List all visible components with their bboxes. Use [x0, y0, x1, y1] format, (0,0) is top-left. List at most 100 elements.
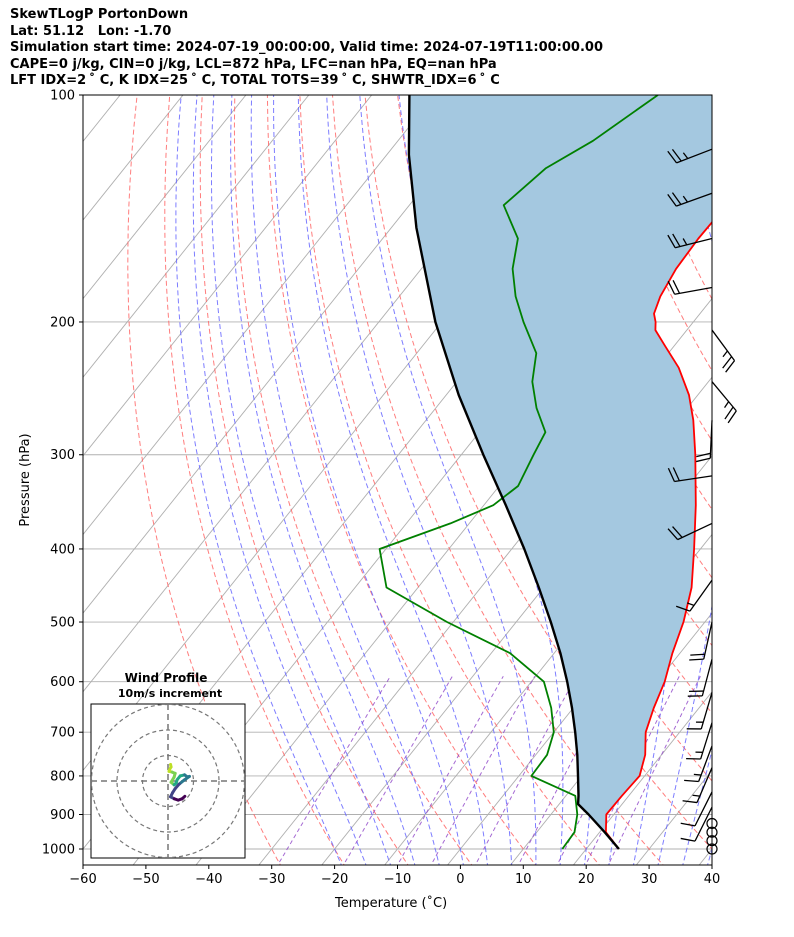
- wind-barb-shaft: [703, 621, 713, 660]
- cape-fill: [408, 95, 712, 849]
- y-tick-label: 800: [50, 769, 75, 784]
- wind-barb-feather: [727, 410, 737, 424]
- isotherm-line: [384, 455, 712, 865]
- isotherm-line: [572, 691, 712, 865]
- wind-barbs: [667, 148, 737, 855]
- x-tick-label: 20: [578, 872, 595, 887]
- dewpoint-line: [378, 95, 659, 850]
- y-tick-label: 300: [50, 448, 75, 463]
- hodograph: [167, 762, 191, 802]
- wind-barb-shaft: [674, 286, 713, 295]
- wind-barb-half-feather: [692, 794, 700, 797]
- isotherm-line: [83, 95, 184, 221]
- wind-barb-feather: [667, 280, 676, 295]
- dry-adiabat: [788, 95, 794, 868]
- location-line: Lat: 51.12 Lon: -1.70: [10, 23, 172, 39]
- wind-barb-shaft: [711, 381, 737, 412]
- dry-adiabat: [723, 95, 794, 868]
- y-tick-label: 1000: [42, 843, 75, 858]
- moist-adiabat: [297, 95, 489, 865]
- moist-adiabat: [192, 95, 367, 865]
- wind-barb-half-feather: [682, 152, 689, 159]
- wind-barb-feather: [725, 360, 736, 373]
- x-tick-label: −40: [195, 872, 222, 887]
- x-tick-label: 30: [641, 872, 658, 887]
- wind-barb-feather: [672, 467, 680, 482]
- isotherm-line: [83, 95, 373, 457]
- wind-barb-feather: [680, 837, 696, 842]
- inset-subtitle: 10m/s increment: [118, 687, 222, 700]
- inset-rings: [91, 704, 245, 858]
- profile-lines: [378, 95, 712, 850]
- wind-barb-half-feather: [693, 773, 702, 776]
- moist-adiabat: [732, 95, 794, 868]
- x-tick-label: −60: [69, 872, 96, 887]
- wind-barb-shaft: [677, 522, 713, 541]
- y-tick-label: 500: [50, 616, 75, 631]
- x-tick-label: −50: [132, 872, 159, 887]
- moist-adiabat: [211, 95, 392, 865]
- dry-adiabat: [756, 95, 794, 868]
- isotherm-line: [83, 95, 499, 614]
- wind-barb-feather: [690, 653, 705, 656]
- y-axis-label: Pressure (hPa): [18, 433, 33, 526]
- wind-barb-feather: [689, 658, 704, 661]
- dry-adiabat: [266, 95, 537, 865]
- y-tick-label: 600: [50, 675, 75, 690]
- wind-profile-inset: Wind Profile 10m/s increment: [90, 671, 246, 859]
- moist-adiabat: [657, 95, 712, 865]
- y-tick-label: 400: [50, 542, 75, 557]
- chart-title: SkewTLogP PortonDown: [10, 7, 189, 22]
- x-tick-label: 10: [515, 872, 532, 887]
- wind-barb-feather: [667, 467, 676, 482]
- time-line: Simulation start time: 2024-07-19_00:00:…: [10, 40, 603, 56]
- wind-barb-feather: [675, 605, 691, 612]
- moist-adiabat: [175, 95, 342, 865]
- wind-barb-feather: [671, 149, 682, 162]
- parcel-profile-line: [407, 95, 620, 850]
- wind-barb-feather: [680, 822, 696, 827]
- wind-barb-feather: [684, 779, 699, 783]
- mixing-ratio-line: [430, 675, 536, 865]
- x-axis-label: Temperature (˚C): [334, 895, 447, 911]
- wind-barb-feather: [667, 150, 678, 164]
- wind-barb-feather: [672, 526, 683, 538]
- wind-barb-feather: [682, 800, 698, 804]
- wind-barb-half-feather: [682, 195, 689, 203]
- wind-barb-feather: [672, 233, 681, 247]
- wind-barb-shaft: [689, 579, 713, 612]
- wind-barb-feather: [724, 406, 734, 420]
- wind-barb-half-feather: [722, 350, 728, 358]
- wind-barb-feather: [667, 234, 676, 249]
- y-tick-label: 900: [50, 808, 75, 823]
- isotherm-line: [83, 95, 310, 378]
- dry-adiabat: [127, 95, 281, 865]
- isotherm-line: [83, 95, 247, 300]
- wind-barb-feather: [667, 193, 677, 207]
- wind-barb-feather: [672, 280, 681, 294]
- moist-adiabat: [707, 847, 712, 865]
- wind-barb-shaft: [674, 475, 713, 483]
- wind-barb-shaft: [694, 806, 713, 842]
- wind-barb-half-feather: [686, 602, 695, 607]
- hodograph-segment: [180, 794, 187, 801]
- y-tick-label: 700: [50, 726, 75, 741]
- dry-adiabat: [233, 95, 473, 865]
- mixing-ratio-line: [607, 675, 701, 865]
- chart-header: SkewTLogP PortonDown Lat: 51.12 Lon: -1.…: [10, 7, 603, 90]
- x-tick-label: −30: [258, 872, 285, 887]
- isotherm-line: [447, 533, 712, 865]
- x-tick-label: 0: [456, 872, 464, 887]
- y-tick-label: 200: [50, 315, 75, 330]
- x-tick-label: 40: [704, 872, 721, 887]
- moist-adiabat: [230, 95, 416, 865]
- index-line: LFT IDX=2 ˚ C, K IDX=25 ˚ C, TOTAL TOTS=…: [10, 73, 500, 89]
- dry-adiabat: [299, 95, 600, 865]
- x-tick-label: −20: [321, 872, 348, 887]
- dry-adiabat: [364, 95, 712, 850]
- isotherm-line: [83, 95, 436, 536]
- mixing-ratio-line: [342, 675, 453, 865]
- wind-barb-shaft: [701, 658, 713, 697]
- wind-barb-shaft: [676, 148, 713, 164]
